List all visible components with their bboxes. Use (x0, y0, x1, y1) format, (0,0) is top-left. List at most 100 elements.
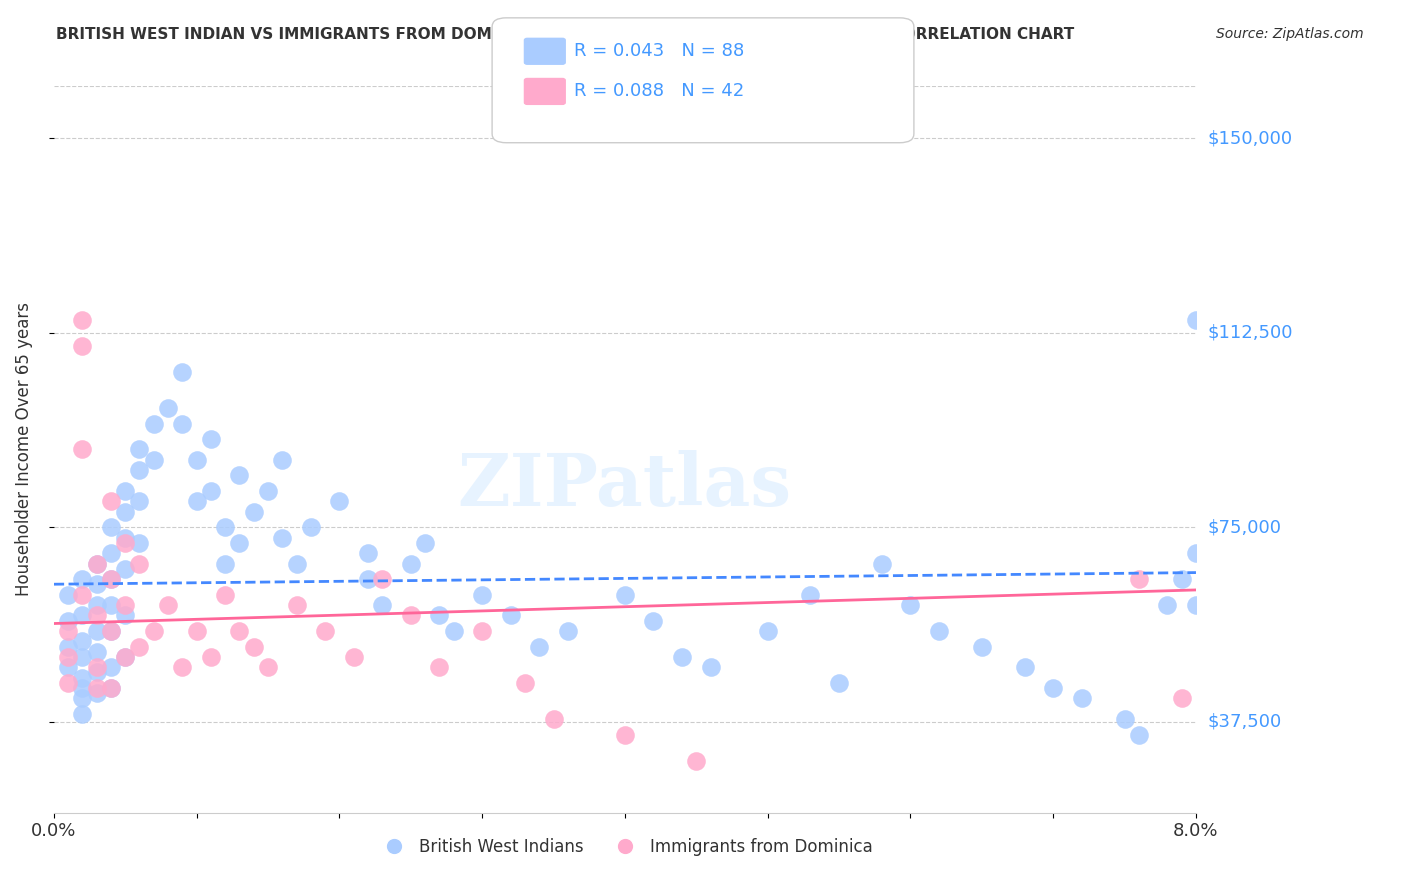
Point (1042, 681, 1064, 695)
Point (413, 536, 436, 550)
Point (157, 598, 180, 612)
Point (56, 649, 79, 664)
Point (186, 624, 208, 638)
Point (114, 598, 136, 612)
Point (86, 577, 108, 591)
Point (314, 624, 336, 638)
Point (172, 660, 194, 674)
Point (72, 442, 94, 457)
Point (56, 640, 79, 654)
Point (1170, 691, 1192, 706)
Point (285, 598, 308, 612)
Text: BRITISH WEST INDIAN VS IMMIGRANTS FROM DOMINICA HOUSEHOLDER INCOME OVER 65 YEARS: BRITISH WEST INDIAN VS IMMIGRANTS FROM D… (56, 27, 1074, 42)
Point (100, 520, 122, 534)
Point (1170, 572, 1192, 586)
Point (186, 453, 208, 467)
Point (56, 660, 79, 674)
Point (100, 660, 122, 674)
Point (1185, 312, 1208, 326)
Point (200, 649, 222, 664)
Point (371, 572, 394, 586)
Point (870, 557, 893, 571)
Point (86, 557, 108, 571)
Point (100, 624, 122, 638)
Point (499, 608, 522, 623)
Point (114, 608, 136, 623)
Point (214, 588, 236, 602)
Point (72, 691, 94, 706)
Point (114, 649, 136, 664)
Point (799, 588, 821, 602)
Point (242, 640, 264, 654)
Point (228, 536, 250, 550)
Point (685, 754, 707, 768)
Point (56, 614, 79, 628)
Point (186, 494, 208, 508)
Point (271, 453, 294, 467)
Point (114, 505, 136, 519)
Point (613, 728, 636, 742)
Text: R = 0.043   N = 88: R = 0.043 N = 88 (574, 42, 744, 60)
Y-axis label: Householder Income Over 65 years: Householder Income Over 65 years (15, 302, 32, 597)
Point (72, 608, 94, 623)
Point (86, 557, 108, 571)
Point (399, 608, 422, 623)
Point (72, 706, 94, 721)
Point (900, 598, 922, 612)
Point (371, 598, 394, 612)
Point (1128, 572, 1150, 586)
Point (86, 624, 108, 638)
Point (228, 468, 250, 483)
Point (357, 546, 380, 560)
Point (72, 649, 94, 664)
Point (128, 494, 150, 508)
Point (285, 557, 308, 571)
Point (142, 453, 165, 467)
Point (928, 624, 950, 638)
Point (228, 624, 250, 638)
Point (128, 557, 150, 571)
Point (72, 312, 94, 326)
Point (671, 649, 693, 664)
Point (257, 483, 280, 498)
Point (427, 660, 450, 674)
Point (471, 588, 494, 602)
Legend: British West Indians, Immigrants from Dominica: British West Indians, Immigrants from Do… (370, 831, 879, 863)
Point (142, 624, 165, 638)
Point (172, 417, 194, 431)
Point (100, 572, 122, 586)
Point (114, 483, 136, 498)
Point (86, 645, 108, 659)
Point (86, 598, 108, 612)
Point (100, 494, 122, 508)
Point (86, 608, 108, 623)
Point (299, 520, 322, 534)
Point (56, 588, 79, 602)
Point (56, 676, 79, 690)
Point (100, 598, 122, 612)
Text: $75,000: $75,000 (1208, 518, 1281, 536)
Text: ZIPatlas: ZIPatlas (458, 450, 792, 521)
Point (72, 572, 94, 586)
Point (128, 640, 150, 654)
Point (756, 624, 779, 638)
Point (1156, 598, 1178, 612)
Point (529, 640, 551, 654)
Point (128, 442, 150, 457)
Point (86, 660, 108, 674)
Point (643, 614, 665, 628)
Text: $150,000: $150,000 (1208, 129, 1292, 147)
Point (72, 634, 94, 648)
Point (699, 660, 721, 674)
Point (399, 557, 422, 571)
Point (357, 572, 380, 586)
Point (86, 686, 108, 700)
Point (1128, 728, 1150, 742)
Point (72, 671, 94, 685)
Point (86, 681, 108, 695)
Point (214, 557, 236, 571)
Text: $112,500: $112,500 (1208, 324, 1292, 342)
Point (142, 417, 165, 431)
Point (1185, 598, 1208, 612)
Point (557, 624, 579, 638)
